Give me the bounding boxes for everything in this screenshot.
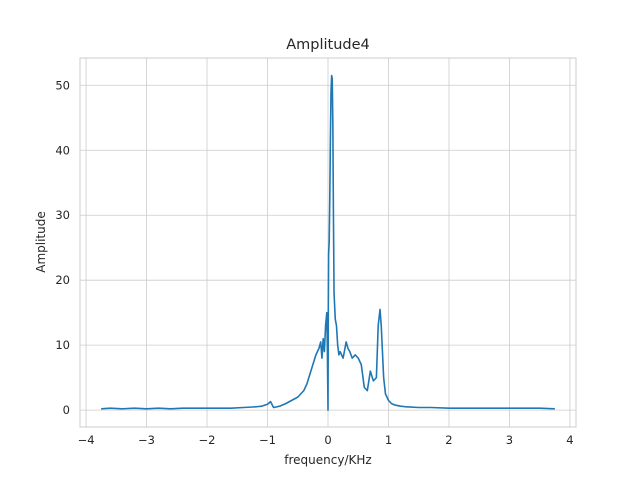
y-tick-label: 20 bbox=[55, 273, 70, 287]
x-tick-label: −1 bbox=[259, 433, 276, 447]
x-tick-label: 1 bbox=[385, 433, 392, 447]
y-tick-labels: 0 10 20 30 40 50 bbox=[55, 78, 70, 417]
x-axis-label: frequency/KHz bbox=[284, 453, 371, 467]
plot-frame bbox=[79, 57, 577, 428]
x-tick-label: 0 bbox=[324, 433, 331, 447]
y-gridlines bbox=[80, 84, 576, 411]
chart-title: Amplitude4 bbox=[286, 37, 370, 53]
x-tick-label: 4 bbox=[566, 433, 573, 447]
y-tick-label: 40 bbox=[55, 143, 70, 157]
series-group bbox=[101, 74, 555, 411]
y-tick-label: 0 bbox=[63, 403, 70, 417]
x-tick-label: −4 bbox=[78, 433, 95, 447]
y-tick-label: 10 bbox=[55, 338, 70, 352]
x-tick-label: 2 bbox=[445, 433, 452, 447]
x-tick-labels: −4 −3 −2 −1 0 1 2 3 4 bbox=[78, 433, 574, 447]
x-tick-label: 3 bbox=[506, 433, 513, 447]
y-tick-label: 30 bbox=[55, 208, 70, 222]
x-gridlines bbox=[85, 58, 571, 427]
y-tick-label: 50 bbox=[55, 78, 70, 92]
series-line bbox=[101, 74, 555, 411]
y-axis-label: Amplitude bbox=[34, 211, 48, 273]
x-tick-label: −2 bbox=[199, 433, 216, 447]
x-tick-label: −3 bbox=[138, 433, 155, 447]
